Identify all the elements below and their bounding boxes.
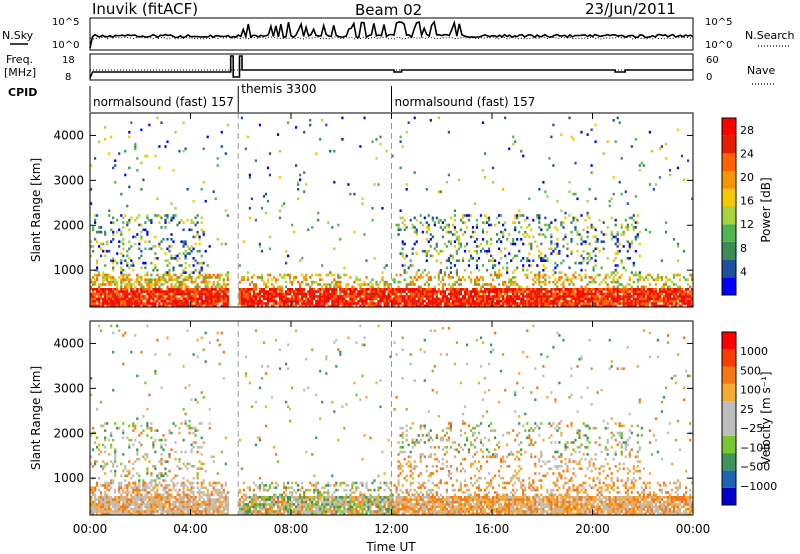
x-tick-label: 12:00 (374, 522, 409, 536)
nave-tick-bottom: 0 (706, 72, 712, 83)
colorbar-tick-label: 20 (740, 171, 754, 184)
power-colorbar: 4 8 12 16 20 24 28 (721, 117, 754, 296)
colorbar-segment (722, 277, 736, 295)
date-title: 23/Jun/2011 (585, 0, 676, 18)
x-tick-label: 00:00 (73, 522, 108, 536)
power-panel: 1000 2000 3000 4000 (53, 112, 694, 308)
nsearch-label: N.Search (745, 29, 795, 42)
x-tick-label: 08:00 (274, 522, 309, 536)
colorbar-segment (722, 206, 736, 225)
nsky-label: N.Sky (2, 29, 34, 42)
freq-label: Freq. (6, 53, 33, 66)
nsearch-tick-top: 10^5 (705, 17, 732, 28)
velocity-colorbar: 1000 500 100 25 −25 −100 −500 −1000 (721, 331, 777, 506)
colorbar-tick-label: 12 (740, 218, 754, 231)
colorbar-segment (722, 171, 736, 189)
colorbar-tick-label: 8 (740, 242, 747, 255)
cpid-segment-label: normalsound (fast) 157 (93, 95, 234, 109)
power-colorbar-label: Power [dB] (759, 177, 773, 242)
freq-panel: Freq. [MHz] 18 8 60 0 Nave (4, 53, 776, 85)
velocity-ylabel: Slant Range [km] (29, 366, 43, 470)
colorbar-segment (722, 118, 736, 136)
colorbar-tick-label: 4 (740, 265, 747, 278)
colorbar-segment (722, 366, 736, 384)
noise-panel: N.Sky 10^5 10^0 10^5 10^0 N.Search (2, 17, 795, 51)
y-tick-label: 4000 (53, 128, 84, 142)
colorbar-tick-label: 500 (740, 364, 761, 377)
colorbar-tick-label: −100 (740, 441, 770, 454)
freq-unit-label: [MHz] (4, 66, 36, 79)
time-axis-label: Time UT (365, 540, 416, 554)
colorbar-tick-label: 25 (740, 403, 754, 416)
colorbar-segment (722, 135, 736, 154)
colorbar-tick-label: −25 (740, 422, 763, 435)
y-tick-label: 3000 (53, 173, 84, 187)
cpid-segment-label: normalsound (fast) 157 (395, 95, 536, 109)
x-tick-label: 20:00 (575, 522, 610, 536)
y-tick-label: 1000 (53, 263, 84, 277)
colorbar-tick-label: 24 (740, 147, 754, 160)
freq-series (89, 55, 693, 79)
colorbar-segment (722, 453, 736, 471)
beam-title: Beam 02 (355, 1, 422, 19)
y-tick-label: 1000 (53, 471, 84, 485)
cpid-segment-label: themis 3300 (241, 82, 316, 96)
nave-tick-top: 60 (706, 55, 719, 66)
colorbar-tick-label: 100 (740, 384, 761, 397)
colorbar-segment (722, 435, 736, 454)
y-tick-label: 4000 (53, 336, 84, 350)
colorbar-segment (722, 401, 736, 419)
colorbar-tick-label: 16 (740, 195, 754, 208)
colorbar-segment (722, 153, 736, 172)
colorbar-tick-label: 1000 (740, 345, 768, 358)
x-tick-label: 04:00 (173, 522, 208, 536)
nsky-series (89, 19, 694, 49)
y-tick-label: 3000 (53, 381, 84, 395)
colorbar-tick-label: −1000 (740, 480, 777, 493)
x-tick-label: 16:00 (475, 522, 510, 536)
y-tick-label: 2000 (53, 426, 84, 440)
x-tick-label: 00:00 (676, 522, 711, 536)
nsearch-tick-bottom: 10^0 (705, 40, 732, 51)
colorbar-segment (722, 188, 736, 207)
colorbar-segment (722, 224, 736, 242)
colorbar-segment (722, 487, 736, 505)
power-ylabel: Slant Range [km] (29, 158, 43, 262)
freq-tick-bottom: 8 (65, 72, 71, 83)
nsky-tick-bottom: 10^0 (52, 40, 79, 51)
colorbar-frame (721, 117, 737, 296)
nave-label: Nave (747, 64, 775, 77)
velocity-panel: 1000 2000 3000 4000 00:00 04:00 08:00 12:00 16:0… (53, 320, 711, 536)
colorbar-segment (722, 418, 736, 436)
nsky-tick-top: 10^5 (52, 17, 79, 28)
station-title: Inuvik (fitACF) (92, 0, 198, 18)
y-tick-label: 2000 (53, 218, 84, 232)
colorbar-segment (722, 349, 736, 367)
colorbar-segment (722, 332, 736, 350)
colorbar-segment (722, 241, 736, 260)
scatter-cells (90, 116, 694, 308)
cpid-strip: normalsound (fast) 157 themis 3300 normals… (89, 82, 536, 112)
colorbar-frame (721, 331, 737, 506)
colorbar-tick-label: −500 (740, 461, 770, 474)
colorbar-tick-label: 28 (740, 124, 754, 137)
colorbar-segment (722, 470, 736, 488)
cpid-label: CPID (8, 86, 37, 99)
freq-tick-top: 18 (62, 55, 75, 66)
nsearch-series (89, 36, 694, 40)
colorbar-segment (722, 259, 736, 278)
colorbar-segment (722, 383, 736, 402)
scatter-cells (90, 324, 694, 516)
velocity-colorbar-label: Velocity [m s⁻¹] (759, 371, 773, 464)
